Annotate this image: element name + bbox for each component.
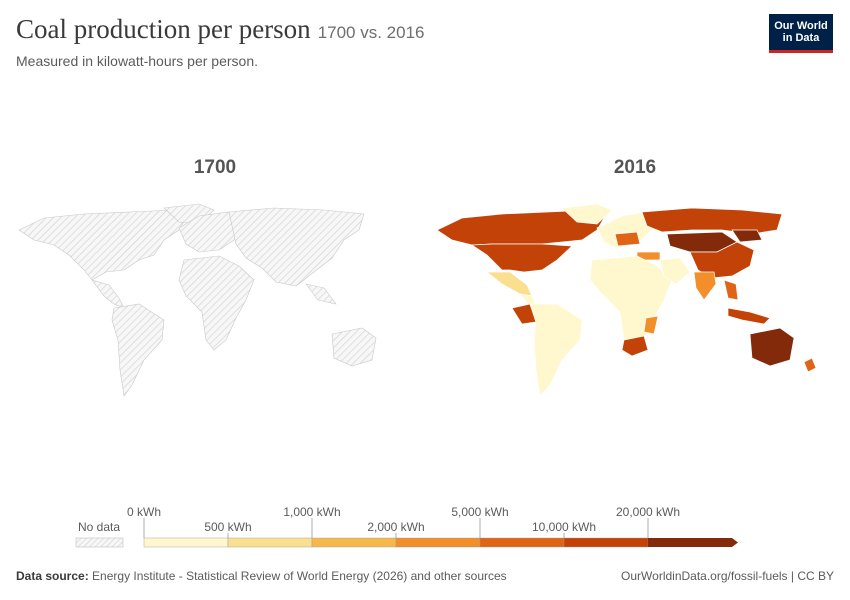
map-1700 xyxy=(18,203,377,397)
chart-title: Coal production per person xyxy=(16,14,311,44)
australia-shape xyxy=(331,327,377,367)
color-legend: No data 0 kWh 1,000 kWh 5,000 kWh 20,000 kW… xyxy=(75,505,738,548)
legend-bin-1 xyxy=(227,537,313,548)
legend-bottom-label-1: 2,000 kWh xyxy=(367,520,424,534)
mexico-shape xyxy=(486,271,533,297)
legend-top-label-1: 1,000 kWh xyxy=(283,505,340,519)
chart-subtitle: Measured in kilowatt-hours per person. xyxy=(16,53,259,69)
legend-no-data-swatch xyxy=(75,537,124,548)
southeast-asia-shape xyxy=(723,279,739,301)
legend-no-data-label: No data xyxy=(78,520,120,534)
poland-germany-shape xyxy=(614,231,641,247)
north-america-shape xyxy=(18,209,187,281)
south-america-shape xyxy=(111,303,165,397)
source-url[interactable]: OurWorldinData.org/fossil-fuels | CC BY xyxy=(621,569,834,583)
owid-logo[interactable]: Our World in Data xyxy=(769,14,833,53)
logo-line-2: in Data xyxy=(782,32,820,44)
legend-bin-0 xyxy=(143,537,229,548)
south-africa-shape xyxy=(621,335,649,357)
central-america-shape xyxy=(91,279,125,309)
indonesia-shape xyxy=(727,307,771,325)
map-year-1700: 1700 xyxy=(193,157,237,178)
legend-bin-6 xyxy=(648,538,738,547)
map-year-2016: 2016 xyxy=(613,157,657,178)
legend-bin-3 xyxy=(395,537,481,548)
mongolia-shape xyxy=(731,229,763,243)
europe-shape xyxy=(178,211,245,253)
mozambique-zimbabwe-shape xyxy=(643,315,659,335)
legend-bottom-label-2: 10,000 kWh xyxy=(532,520,596,534)
legend-top-label-3: 20,000 kWh xyxy=(616,505,680,519)
africa-shape xyxy=(589,255,673,351)
chart-title-years: 1700 vs. 2016 xyxy=(317,23,425,42)
legend-top-label-2: 5,000 kWh xyxy=(451,505,508,519)
southeast-asia-shape xyxy=(305,283,337,305)
data-source-text: Energy Institute - Statistical Review of… xyxy=(92,569,507,583)
middle-east-shape xyxy=(659,257,691,285)
australia-shape xyxy=(749,327,795,367)
map-2016 xyxy=(436,203,817,397)
russia-shape xyxy=(641,207,783,235)
data-source: Data source: Energy Institute - Statisti… xyxy=(16,569,507,583)
chart-footer: Data source: Energy Institute - Statisti… xyxy=(16,569,834,583)
usa-shape xyxy=(470,243,573,273)
south-america-shape xyxy=(529,303,583,397)
legend-bin-4 xyxy=(479,537,565,548)
legend-top-label-0: 0 kWh xyxy=(127,505,161,519)
legend-bin-5 xyxy=(563,537,649,548)
new-zealand-shape xyxy=(803,357,817,373)
logo-line-1: Our World xyxy=(774,20,828,32)
data-source-label: Data source: xyxy=(16,569,89,583)
asia-shape xyxy=(228,207,365,287)
greenland-shape xyxy=(561,203,613,225)
india-shape xyxy=(693,271,717,301)
africa-shape xyxy=(178,255,255,351)
legend-bottom-label-0: 500 kWh xyxy=(204,520,251,534)
chart-header: Coal production per person 1700 vs. 2016… xyxy=(16,14,425,69)
legend-bin-2 xyxy=(311,537,397,548)
